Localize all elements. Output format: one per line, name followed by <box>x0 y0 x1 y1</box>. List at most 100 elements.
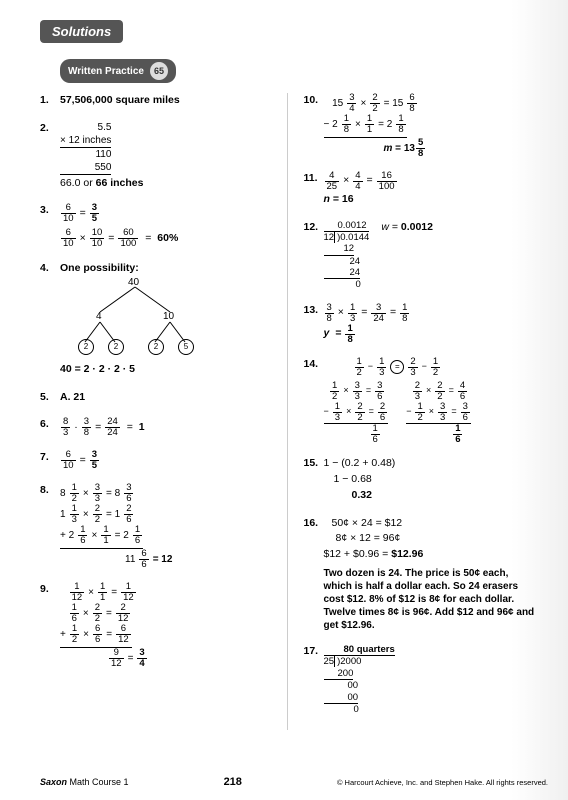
tree-node: 10 <box>163 309 174 324</box>
answer: 80 <box>344 644 355 655</box>
fraction: 610 <box>61 203 76 224</box>
factor-tree: 40 4 10 2 2 2 5 <box>60 277 220 362</box>
tree-node: 4 <box>96 309 102 324</box>
calc-line: 8¢ × 12 = 96¢ <box>324 531 539 547</box>
problem-number: 10. <box>304 93 324 159</box>
calc-line: 110 <box>60 148 111 161</box>
equals: = <box>80 206 86 222</box>
fraction: 38 <box>82 417 91 438</box>
problem-3: 3. 610 = 35 610 × 1010 = 60100 = 60% <box>40 203 275 249</box>
left-work: 12×33=36 −13×22=26 16 <box>324 381 389 445</box>
problem-body: 83 · 38 = 2424 = 1 <box>60 417 275 438</box>
calc-line: 550 <box>60 161 111 175</box>
problem-number: 2. <box>40 121 60 192</box>
problem-body: 812 × 33 = 836 113 × 22 = 126 + 216 × 11… <box>60 483 275 570</box>
tree-leaf: 5 <box>178 339 194 355</box>
problem-number: 13. <box>304 303 324 345</box>
problem-number: 8. <box>40 483 60 570</box>
problem-number: 11. <box>304 171 324 208</box>
fraction: 610 <box>61 450 76 471</box>
problem-15: 15. 1 − (0.2 + 0.48) 1 − 0.68 0.32 <box>304 456 539 503</box>
problem-body: 610 = 35 <box>60 450 275 471</box>
problem-body: 38 × 13 = 324 = 18 y = 18 <box>324 303 539 345</box>
page-number: 218 <box>224 776 242 788</box>
problem-6: 6. 83 · 38 = 2424 = 1 <box>40 417 275 438</box>
problem-16: 16. 50¢ × 24 = $12 8¢ × 12 = 96¢ $12 + $… <box>304 516 539 632</box>
calc-line: 50¢ × 24 = $12 <box>324 516 539 532</box>
problem-body: One possibility: 40 4 10 <box>60 261 275 378</box>
fraction: 2424 <box>105 417 120 438</box>
written-practice-badge: Written Practice 65 <box>60 59 176 83</box>
problem-1: 1. 57,506,000 square miles <box>40 93 275 109</box>
problem-8: 8. 812 × 33 = 836 113 × 22 = 126 + 216 ×… <box>40 483 275 570</box>
tree-leaf: 2 <box>108 339 124 355</box>
problem-number: 9. <box>40 582 60 669</box>
circled-equals: = <box>390 360 404 374</box>
answer: 1 <box>139 420 145 436</box>
problem-body: 5.5 × 12 inches 110 550 66.0 or 66 inche… <box>60 121 275 192</box>
calc-line: 1 − 0.68 <box>324 472 539 488</box>
content-columns: 1. 57,506,000 square miles 2. 5.5 × 12 i… <box>40 93 538 730</box>
problem-7: 7. 610 = 35 <box>40 450 275 471</box>
tree-leaf: 2 <box>78 339 94 355</box>
tree-leaf: 2 <box>148 339 164 355</box>
calc-line: 1 − (0.2 + 0.48) <box>324 456 539 472</box>
page: Solutions Written Practice 65 1. 57,506,… <box>0 0 568 800</box>
problem-10: 10. 1534 × 22 = 1568 − 218 × 11 = 218 m … <box>304 93 539 159</box>
equals: = <box>80 453 86 469</box>
problem-4: 4. One possibility: 40 4 <box>40 261 275 378</box>
problem-11: 11. 425 × 44 = 16100 n = 16 <box>304 171 539 208</box>
answer: y = 18 <box>324 324 539 345</box>
answer: 16 <box>406 424 471 445</box>
problem-number: 3. <box>40 203 60 249</box>
written-practice-label: Written Practice <box>68 66 144 77</box>
answer: 66 inches <box>96 177 144 189</box>
problem-body: 12 − 13 = 23 − 12 12×33=36 −13×22=26 16 <box>324 357 539 445</box>
copyright: © Harcourt Achieve, Inc. and Stephen Hak… <box>337 778 548 787</box>
fraction: 1010 <box>90 228 105 249</box>
problem-body: 610 = 35 610 × 1010 = 60100 = 60% <box>60 203 275 249</box>
problem-number: 7. <box>40 450 60 471</box>
problem-body: 1 − (0.2 + 0.48) 1 − 0.68 0.32 <box>324 456 539 503</box>
calc-result: 66.0 or 66 inches <box>60 176 275 192</box>
problem-9: 9. 112 × 11 = 112 16 × 22 = 212 +12 × 66… <box>40 582 275 669</box>
right-work: 23×22=46 −12×33=36 16 <box>406 381 471 445</box>
equals: = <box>108 231 114 247</box>
long-division: 0.0012 12)0.0144 12 24 24 0 <box>324 220 370 291</box>
problem-body: 57,506,000 square miles <box>60 93 275 109</box>
calc-line: 5.5 <box>60 121 111 134</box>
calc-line: × 12 inches <box>60 134 111 148</box>
problem-body: 1534 × 22 = 1568 − 218 × 11 = 218 m = 13… <box>324 93 539 159</box>
problem-5: 5. A. 21 <box>40 390 275 406</box>
problem-number: 6. <box>40 417 60 438</box>
right-column: 10. 1534 × 22 = 1568 − 218 × 11 = 218 m … <box>298 93 539 730</box>
problem-2: 2. 5.5 × 12 inches 110 550 66.0 or 66 in… <box>40 121 275 192</box>
problem-number: 17. <box>304 644 324 718</box>
problem-body: A. 21 <box>60 390 275 406</box>
answer: m = 1358 <box>384 138 427 159</box>
fraction: 35 <box>90 203 99 224</box>
problem-number: 1. <box>40 93 60 109</box>
equals: = <box>95 420 101 436</box>
fraction: 60100 <box>118 228 138 249</box>
fraction: 83 <box>61 417 70 438</box>
fraction: 35 <box>90 450 99 471</box>
fraction: 610 <box>61 228 76 249</box>
problem-number: 15. <box>304 456 324 503</box>
problem-number: 16. <box>304 516 324 632</box>
problem-number: 12. <box>304 220 324 291</box>
problem-body: 0.0012 12)0.0144 12 24 24 0 w = 0.0012 <box>324 220 539 291</box>
problem-body: 50¢ × 24 = $12 8¢ × 12 = 96¢ $12 + $0.96… <box>324 516 539 632</box>
problem-17: 17. 80 quarters 25)2000 200 00 00 0 <box>304 644 539 718</box>
problem-12: 12. 0.0012 12)0.0144 12 24 24 0 w = 0.00… <box>304 220 539 291</box>
problem-body: 425 × 44 = 16100 n = 16 <box>324 171 539 208</box>
tree-node: 40 <box>128 275 139 290</box>
problem-number: 14. <box>304 357 324 445</box>
answer: 60% <box>157 231 178 247</box>
times: × <box>80 231 86 247</box>
solutions-header: Solutions <box>40 20 123 43</box>
factorization: 40 = 2 · 2 · 2 · 5 <box>60 362 275 378</box>
problem-title: One possibility: <box>60 261 275 277</box>
problem-number: 5. <box>40 390 60 406</box>
explanation: Two dozen is 24. The price is 50¢ each, … <box>324 567 539 632</box>
